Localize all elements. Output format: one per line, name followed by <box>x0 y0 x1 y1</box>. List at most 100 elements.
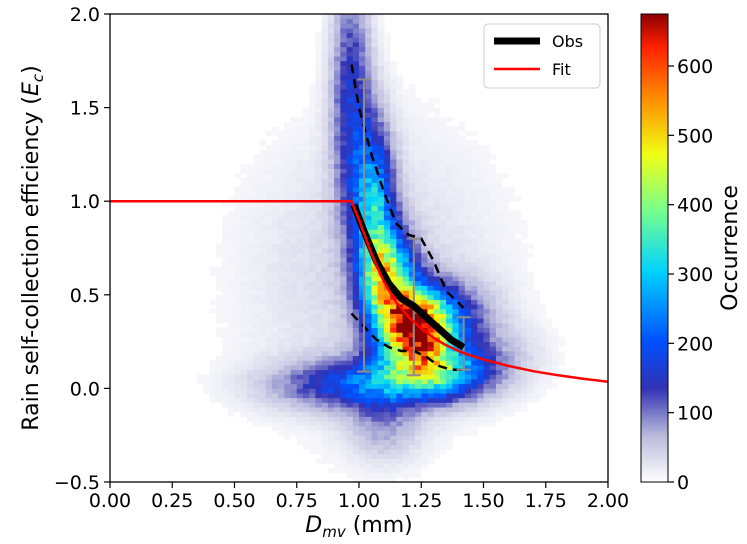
heatmap-cell <box>508 294 516 300</box>
heatmap-cell <box>296 435 304 441</box>
heatmap-cell <box>502 224 509 230</box>
heatmap-cell <box>415 271 422 277</box>
heatmap-cell <box>408 257 416 263</box>
heatmap-cell <box>495 365 503 371</box>
heatmap-cell <box>408 238 416 244</box>
heatmap-cell <box>390 280 397 286</box>
heatmap-cell <box>377 393 385 399</box>
heatmap-cell <box>408 159 416 165</box>
heatmap-cell <box>483 219 491 225</box>
heatmap-cell <box>365 182 372 188</box>
heatmap-cell <box>439 229 447 235</box>
heatmap-cell <box>446 407 453 413</box>
heatmap-cell <box>321 215 329 221</box>
heatmap-cell <box>334 402 341 408</box>
heatmap-cell <box>315 46 323 52</box>
heatmap-cell <box>327 360 335 366</box>
heatmap-cell <box>346 210 354 216</box>
heatmap-cell <box>471 219 478 225</box>
heatmap-cell <box>383 313 391 319</box>
heatmap-cell <box>284 346 291 352</box>
heatmap-cell <box>334 458 341 464</box>
heatmap-cell <box>439 205 447 211</box>
heatmap-cell <box>334 224 341 230</box>
heatmap-cell <box>265 187 273 193</box>
heatmap-cell <box>415 107 422 113</box>
heatmap-cell <box>315 32 323 38</box>
heatmap-cell <box>483 332 491 338</box>
heatmap-cell <box>390 421 397 427</box>
heatmap-cell <box>489 341 497 347</box>
heatmap-cell <box>359 135 366 141</box>
heatmap-cell <box>427 304 435 310</box>
heatmap-cell <box>296 276 304 282</box>
heatmap-cell <box>433 453 441 459</box>
heatmap-cell <box>234 248 242 254</box>
heatmap-cell <box>309 350 316 357</box>
heatmap-cell <box>259 173 267 179</box>
heatmap-cell <box>383 332 391 338</box>
heatmap-cell <box>396 453 403 459</box>
heatmap-cell <box>352 163 360 169</box>
heatmap-cell <box>446 346 453 352</box>
heatmap-cell <box>458 215 466 221</box>
heatmap-cell <box>446 191 453 197</box>
heatmap-cell <box>390 346 397 352</box>
heatmap-cell <box>346 140 354 146</box>
heatmap-cell <box>471 173 478 179</box>
heatmap-cell <box>309 196 316 202</box>
heatmap-cell <box>396 383 403 389</box>
heatmap-cell <box>421 290 428 296</box>
heatmap-cell <box>371 102 379 108</box>
heatmap-cell <box>222 294 229 300</box>
heatmap-cell <box>302 126 310 132</box>
heatmap-cell <box>458 229 466 235</box>
heatmap-cell <box>259 290 267 296</box>
heatmap-cell <box>340 402 347 408</box>
heatmap-cell <box>508 304 516 310</box>
heatmap-cell <box>402 163 410 169</box>
heatmap-cell <box>433 243 441 249</box>
heatmap-cell <box>259 322 267 328</box>
heatmap-cell <box>377 131 385 137</box>
heatmap-cell <box>346 280 354 286</box>
heatmap-cell <box>471 154 478 160</box>
heatmap-cell <box>502 205 509 211</box>
heatmap-cell <box>377 173 385 179</box>
heatmap-cell <box>228 285 235 291</box>
heatmap-cell <box>458 248 466 254</box>
heatmap-cell <box>390 79 397 85</box>
heatmap-cell <box>415 140 422 146</box>
heatmap-cell <box>246 369 254 375</box>
heatmap-cell <box>439 388 447 394</box>
heatmap-cell <box>439 299 447 305</box>
heatmap-cell <box>408 435 416 441</box>
heatmap-cell <box>365 285 372 291</box>
heatmap-cell <box>439 131 447 137</box>
heatmap-cell <box>421 430 428 436</box>
heatmap-cell <box>452 271 459 277</box>
heatmap-cell <box>489 355 497 361</box>
heatmap-cell <box>365 88 372 94</box>
heatmap-cell <box>421 332 428 338</box>
heatmap-cell <box>309 280 316 286</box>
heatmap-cell <box>458 383 466 389</box>
heatmap-cell <box>477 191 484 197</box>
heatmap-cell <box>402 355 410 361</box>
y-axis-label: Rain self-collection efficiency (Ec) <box>19 65 47 430</box>
heatmap-cell <box>383 402 391 408</box>
heatmap-cell <box>309 416 316 422</box>
heatmap-cell <box>402 341 410 347</box>
heatmap-cell <box>383 379 391 385</box>
heatmap-cell <box>415 407 422 413</box>
heatmap-cell <box>222 262 229 268</box>
heatmap-cell <box>315 336 323 342</box>
heatmap-cell <box>334 187 341 193</box>
heatmap-cell <box>527 327 534 333</box>
heatmap-cell <box>352 383 360 389</box>
heatmap-cell <box>352 397 360 403</box>
heatmap-cell <box>502 252 509 258</box>
heatmap-cell <box>415 126 422 132</box>
heatmap-cell <box>228 383 235 389</box>
